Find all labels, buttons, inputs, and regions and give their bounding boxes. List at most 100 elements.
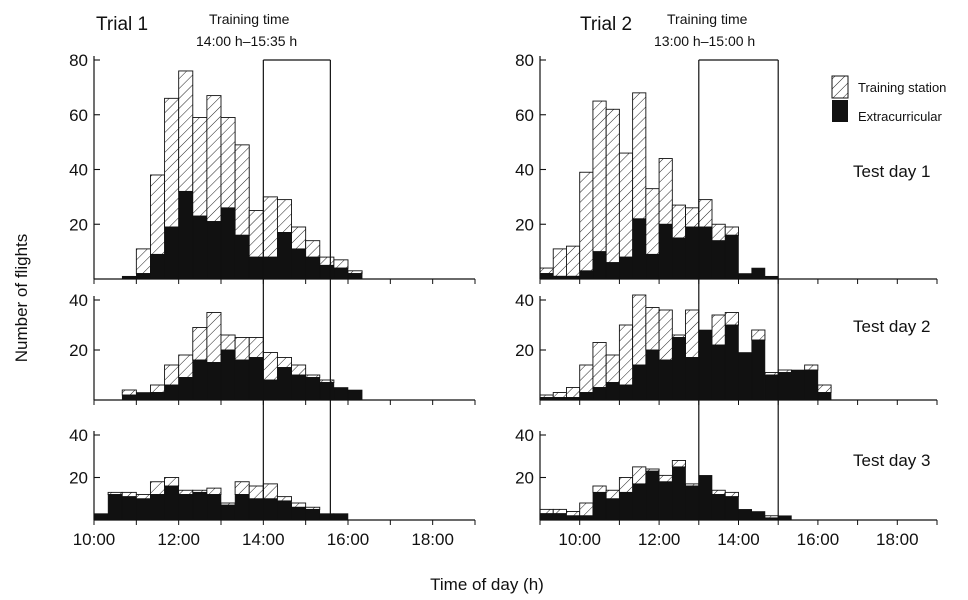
bar-extracurricular-t1-d1-14 <box>319 265 335 280</box>
bar-extracurricular-t1-d1-11 <box>277 232 292 280</box>
bar-extracurricular-t1-d2-9 <box>248 357 264 401</box>
bar-extracurricular-t2-d3-15 <box>738 509 753 521</box>
bar-extracurricular-t2-d3-4 <box>592 492 607 521</box>
x-tick-label: 18:00 <box>876 530 919 549</box>
bar-extracurricular-t2-d2-11 <box>685 357 700 401</box>
bar-extracurricular-t1-d3-6 <box>178 494 194 521</box>
bar-extracurricular-t1-d2-1 <box>136 392 151 401</box>
bar-training-t2-d3-7 <box>632 466 647 485</box>
bar-extracurricular-t2-d3-8 <box>645 470 660 521</box>
bar-training-t2-d3-14 <box>724 491 739 498</box>
bar-training-t2-d3-17 <box>764 515 779 519</box>
bar-training-t1-d3-12 <box>262 483 278 500</box>
test-day-2-label: Test day 2 <box>853 317 931 336</box>
bar-training-t2-d1-6 <box>618 152 634 258</box>
bar-training-t1-d1-6 <box>206 95 222 222</box>
bar-extracurricular-t1-d3-15 <box>305 509 321 521</box>
bar-training-t1-d2-3 <box>164 364 180 386</box>
bar-extracurricular-t2-d1-7 <box>632 218 647 280</box>
bar-extracurricular-t2-d2-13 <box>711 344 726 401</box>
y-tick-label: 80 <box>515 51 534 70</box>
bar-training-t1-d3-3 <box>135 494 151 500</box>
bar-training-t1-d1-5 <box>192 117 208 217</box>
y-tick-label: 20 <box>515 215 534 234</box>
bar-training-t2-d2-21 <box>817 384 832 393</box>
bar-training-t2-d1-4 <box>592 100 607 253</box>
x-tick-label: 14:00 <box>242 530 285 549</box>
y-tick-label: 20 <box>69 215 88 234</box>
bar-training-t2-d2-2 <box>566 387 581 398</box>
bar-extracurricular-t2-d3-9 <box>658 481 673 521</box>
bar-training-t1-d2-7 <box>220 334 236 351</box>
bar-extracurricular-t2-d3-13 <box>711 494 726 521</box>
y-tick-label: 40 <box>515 426 534 445</box>
bar-extracurricular-t1-d3-11 <box>248 498 264 521</box>
bar-training-t2-d1-10 <box>671 204 687 239</box>
bar-training-t2-d1-1 <box>552 248 567 277</box>
y-axis-label: Number of flights <box>12 234 31 363</box>
bar-extracurricular-t2-d1-14 <box>724 234 739 280</box>
bar-training-t1-d3-14 <box>291 502 307 508</box>
bar-extracurricular-t1-d3-14 <box>291 506 306 521</box>
legend-label-extracurricular: Extracurricular <box>858 109 942 124</box>
y-tick-label: 40 <box>515 291 534 310</box>
bar-extracurricular-t2-d2-7 <box>632 364 647 401</box>
bar-training-t1-d2-12 <box>291 364 307 376</box>
bar-extracurricular-t1-d3-17 <box>333 513 349 521</box>
bar-training-t2-d3-5 <box>605 489 620 500</box>
bar-extracurricular-t1-d2-11 <box>277 367 292 401</box>
trial-2-training-window: 13:00 h–15:00 h <box>654 33 755 49</box>
bar-training-t2-d1-12 <box>698 199 713 228</box>
bar-training-t1-d3-4 <box>149 481 166 495</box>
bar-training-t1-d2-2 <box>150 384 166 393</box>
bar-extracurricular-t1-d1-15 <box>333 267 349 280</box>
bar-training-t2-d2-7 <box>632 294 647 366</box>
bar-training-t2-d1-2 <box>566 245 581 277</box>
bar-training-t1-d1-3 <box>164 97 180 228</box>
bar-extracurricular-t1-d3-5 <box>164 485 179 521</box>
x-tick-label: 18:00 <box>411 530 454 549</box>
bar-training-t2-d1-7 <box>632 92 647 220</box>
bar-training-t1-d3-11 <box>248 485 264 500</box>
bar-extracurricular-t1-d1-6 <box>206 221 222 280</box>
bar-training-t2-d1-5 <box>605 108 620 264</box>
bar-extracurricular-t2-d3-0 <box>539 513 554 521</box>
bar-training-t2-d2-18 <box>777 369 792 373</box>
y-tick-label: 20 <box>69 341 88 360</box>
bar-extracurricular-t2-d2-4 <box>592 387 607 401</box>
bar-training-t2-d2-11 <box>685 309 700 358</box>
bar-training-t1-d3-10 <box>234 481 250 495</box>
bar-extracurricular-t1-d2-13 <box>305 377 321 401</box>
bar-extracurricular-t2-d2-21 <box>817 392 832 401</box>
bar-extracurricular-t1-d3-8 <box>206 494 222 521</box>
bar-extracurricular-t1-d3-16 <box>319 513 335 521</box>
bar-training-t2-d3-3 <box>579 502 594 517</box>
bar-training-t1-d3-9 <box>220 502 236 506</box>
bar-extracurricular-t1-d1-9 <box>248 256 264 280</box>
trial-1-training-title: Training time <box>209 11 290 27</box>
x-tick-label: 10:00 <box>558 530 601 549</box>
bar-training-t1-d3-2 <box>121 491 137 498</box>
trial-1-title: Trial 1 <box>96 14 148 35</box>
bar-training-t2-d3-9 <box>658 474 673 483</box>
bar-extracurricular-t2-d1-10 <box>672 237 686 280</box>
bar-training-t1-d2-10 <box>262 352 278 381</box>
bar-extracurricular-t1-d1-12 <box>291 248 306 280</box>
test-day-1-label: Test day 1 <box>853 162 931 181</box>
bar-extracurricular-t2-d3-18 <box>777 515 792 521</box>
bar-training-t2-d2-0 <box>539 394 554 398</box>
bar-training-t2-d1-3 <box>579 171 594 272</box>
bar-training-t2-d2-13 <box>711 314 726 346</box>
panel-trial-1-day-3: 20 40 10:00 12:00 14:00 16:00 18:00 <box>69 400 476 549</box>
x-tick-label: 12:00 <box>638 530 681 549</box>
bar-extracurricular-t1-d3-1 <box>107 494 123 521</box>
bar-extracurricular-t1-d3-0 <box>93 513 109 521</box>
bar-training-t1-d2-5 <box>192 327 208 361</box>
bar-training-t1-d3-8 <box>206 487 222 495</box>
bar-training-t1-d2-13 <box>305 374 321 378</box>
bar-extracurricular-t1-d1-5 <box>192 215 208 280</box>
bar-extracurricular-t2-d1-3 <box>579 270 594 280</box>
trial-1-training-window: 14:00 h–15:35 h <box>196 33 297 49</box>
